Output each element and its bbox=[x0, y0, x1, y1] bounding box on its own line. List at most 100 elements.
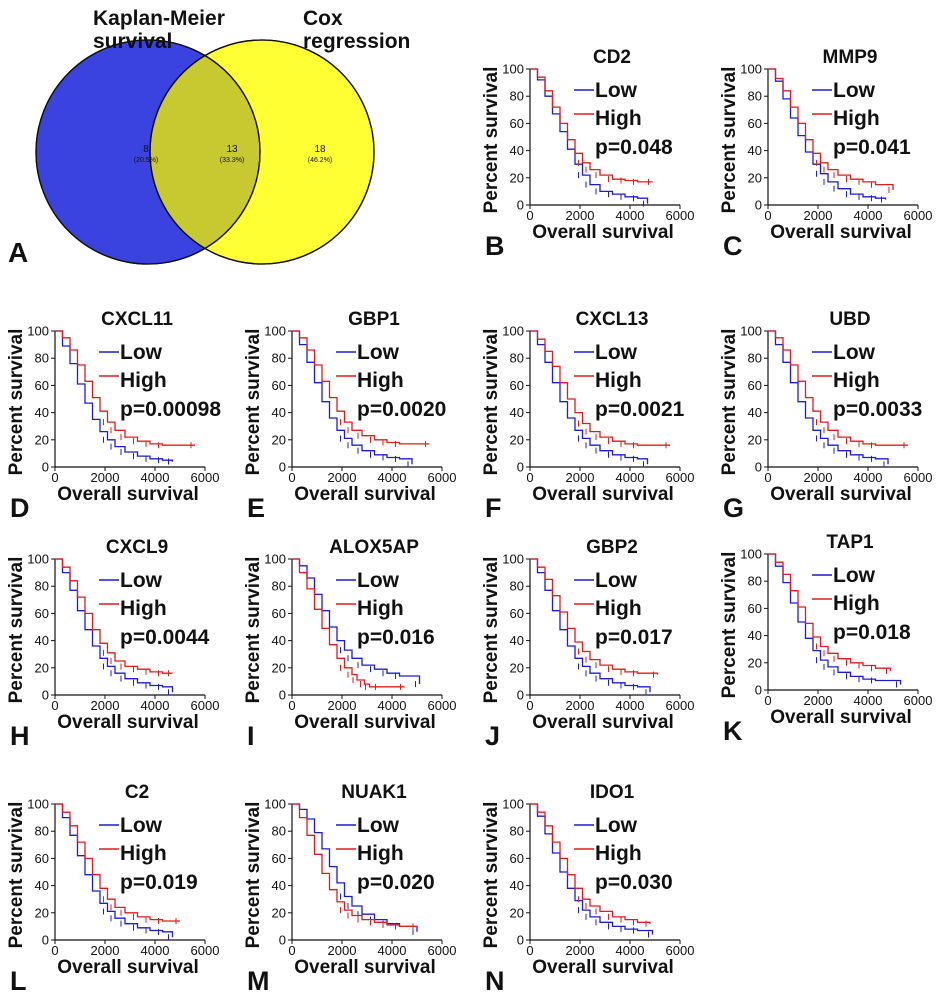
legend-label-high: High bbox=[595, 842, 642, 865]
x-tick-label: 2000 bbox=[566, 208, 595, 223]
x-tick-label: 2000 bbox=[328, 943, 357, 958]
gene-title: CXCL11 bbox=[101, 309, 173, 330]
y-tick-label: 80 bbox=[748, 351, 762, 366]
y-tick-label: 60 bbox=[272, 378, 286, 393]
y-tick-label: 100 bbox=[740, 62, 762, 77]
x-axis-label: Overall survival bbox=[294, 957, 436, 978]
p-value: p=0.00098 bbox=[120, 398, 221, 421]
x-tick-label: 4000 bbox=[854, 208, 883, 223]
y-tick-label: 0 bbox=[755, 198, 762, 213]
y-axis-label: Percent survival bbox=[243, 557, 264, 704]
panel-letter-B: B bbox=[485, 231, 505, 261]
y-tick-label: 20 bbox=[510, 660, 524, 675]
x-tick-label: 0 bbox=[288, 698, 295, 713]
y-tick-label: 80 bbox=[272, 351, 286, 366]
panel-letter-H: H bbox=[10, 721, 30, 751]
y-tick-label: 20 bbox=[510, 905, 524, 920]
curve-high bbox=[55, 330, 195, 446]
y-tick-label: 100 bbox=[264, 324, 286, 339]
p-value: p=0.030 bbox=[595, 871, 673, 894]
panel-letter-G: G bbox=[723, 493, 744, 523]
curve-low bbox=[530, 68, 649, 204]
y-tick-label: 60 bbox=[748, 601, 762, 616]
y-tick-label: 20 bbox=[35, 660, 49, 675]
p-value: p=0.048 bbox=[595, 136, 673, 159]
y-axis-label: Percent survival bbox=[6, 557, 27, 704]
legend-label-low: Low bbox=[120, 814, 163, 837]
y-tick-label: 0 bbox=[42, 460, 49, 475]
p-value: p=0.0033 bbox=[833, 398, 922, 421]
x-tick-label: 2000 bbox=[91, 943, 120, 958]
y-tick-label: 80 bbox=[748, 89, 762, 104]
x-tick-label: 0 bbox=[288, 943, 295, 958]
x-tick-label: 0 bbox=[51, 470, 58, 485]
x-axis-label: Overall survival bbox=[57, 484, 199, 505]
y-tick-label: 40 bbox=[748, 628, 762, 643]
p-value: p=0.017 bbox=[595, 626, 673, 649]
x-tick-label: 6000 bbox=[428, 943, 457, 958]
y-axis-label: Percent survival bbox=[6, 802, 27, 949]
curve-low bbox=[768, 330, 889, 465]
y-tick-label: 80 bbox=[510, 351, 524, 366]
x-tick-label: 0 bbox=[764, 208, 771, 223]
gene-title: CXCL9 bbox=[106, 537, 168, 558]
x-axis-label: Overall survival bbox=[294, 484, 436, 505]
y-tick-label: 80 bbox=[35, 824, 49, 839]
venn-left-label-line2: survival bbox=[93, 30, 172, 53]
panel-letter-K: K bbox=[723, 716, 743, 746]
curve-high bbox=[530, 68, 653, 183]
y-tick-label: 60 bbox=[748, 116, 762, 131]
curve-high bbox=[530, 803, 651, 924]
x-tick-label: 2000 bbox=[566, 943, 595, 958]
y-tick-label: 100 bbox=[740, 324, 762, 339]
legend-label-high: High bbox=[357, 369, 404, 392]
y-tick-label: 40 bbox=[510, 878, 524, 893]
legend-label-low: Low bbox=[595, 79, 638, 102]
y-tick-label: 20 bbox=[748, 170, 762, 185]
y-tick-label: 0 bbox=[517, 198, 524, 213]
y-tick-label: 40 bbox=[35, 405, 49, 420]
p-value: p=0.020 bbox=[357, 871, 435, 894]
panel-letter-D: D bbox=[10, 493, 30, 523]
curve-high bbox=[768, 68, 894, 190]
x-tick-label: 2000 bbox=[566, 470, 595, 485]
y-tick-label: 40 bbox=[272, 405, 286, 420]
legend-label-low: Low bbox=[595, 569, 638, 592]
venn-left-count: 8 bbox=[143, 144, 149, 155]
y-tick-label: 20 bbox=[510, 432, 524, 447]
y-tick-label: 0 bbox=[42, 933, 49, 948]
x-axis-label: Overall survival bbox=[532, 222, 674, 243]
y-axis-label: Percent survival bbox=[243, 802, 264, 949]
y-tick-label: 60 bbox=[272, 606, 286, 621]
panel-letter-J: J bbox=[485, 721, 500, 751]
p-value: p=0.0044 bbox=[120, 626, 210, 649]
venn-right-pct: (46.2%) bbox=[308, 157, 333, 164]
y-tick-label: 100 bbox=[502, 62, 524, 77]
y-tick-label: 20 bbox=[748, 655, 762, 670]
x-axis-label: Overall survival bbox=[294, 712, 436, 733]
legend-label-high: High bbox=[595, 107, 642, 130]
x-tick-label: 0 bbox=[526, 943, 533, 958]
gene-title: UBD bbox=[829, 309, 870, 330]
y-tick-label: 0 bbox=[755, 683, 762, 698]
x-tick-label: 0 bbox=[51, 698, 58, 713]
venn-overlap-count: 13 bbox=[226, 144, 238, 155]
curve-low bbox=[768, 68, 887, 200]
curve-high bbox=[292, 558, 405, 688]
y-tick-label: 60 bbox=[272, 851, 286, 866]
x-tick-label: 6000 bbox=[666, 943, 695, 958]
legend-label-low: Low bbox=[595, 341, 638, 364]
x-tick-label: 0 bbox=[526, 208, 533, 223]
gene-title: ALOX5AP bbox=[329, 537, 419, 558]
panel-letter-M: M bbox=[247, 966, 270, 996]
y-tick-label: 60 bbox=[510, 116, 524, 131]
curve-high bbox=[768, 553, 892, 671]
p-value: p=0.016 bbox=[357, 626, 435, 649]
venn-overlap-pct: (33.3%) bbox=[220, 157, 245, 164]
curve-high bbox=[292, 330, 430, 445]
